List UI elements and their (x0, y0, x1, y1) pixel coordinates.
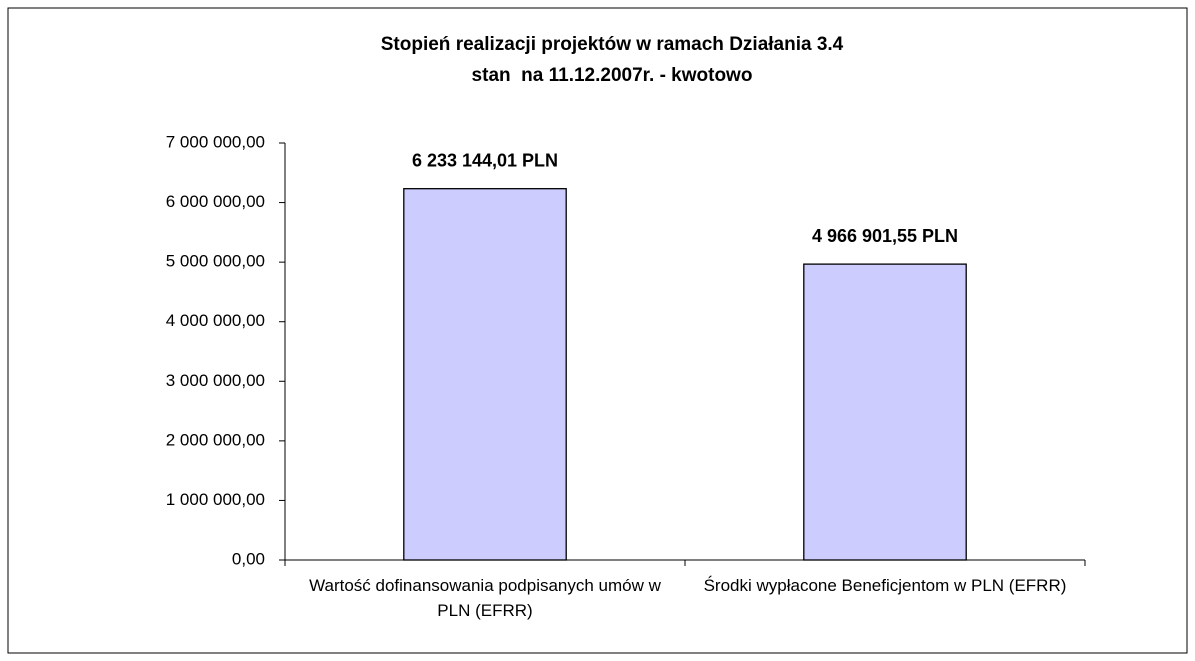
x-tick-label: Środki wypłacone Beneficjentom w PLN (EF… (703, 576, 1067, 595)
data-label: 6 233 144,01 PLN (412, 150, 558, 170)
y-tick-label: 7 000 000,00 (166, 132, 265, 151)
y-tick-label: 0,00 (232, 549, 265, 568)
y-tick-label: 1 000 000,00 (166, 490, 265, 509)
chart-frame (7, 7, 1188, 654)
bar (403, 188, 567, 561)
y-tick-label: 6 000 000,00 (166, 192, 265, 211)
chart-title: Stopień realizacji projektów w ramach Dz… (381, 34, 844, 55)
y-tick-label: 2 000 000,00 (166, 430, 265, 449)
chart-subtitle: stan na 11.12.2007r. - kwotowo (472, 65, 753, 86)
x-tick-label: Wartość dofinansowania podpisanych umów … (309, 576, 661, 620)
bar (803, 263, 967, 561)
y-tick-label: 4 000 000,00 (166, 311, 265, 330)
y-tick-label: 3 000 000,00 (166, 371, 265, 390)
y-tick-label: 5 000 000,00 (166, 252, 265, 271)
data-label: 4 966 901,55 PLN (812, 226, 958, 246)
